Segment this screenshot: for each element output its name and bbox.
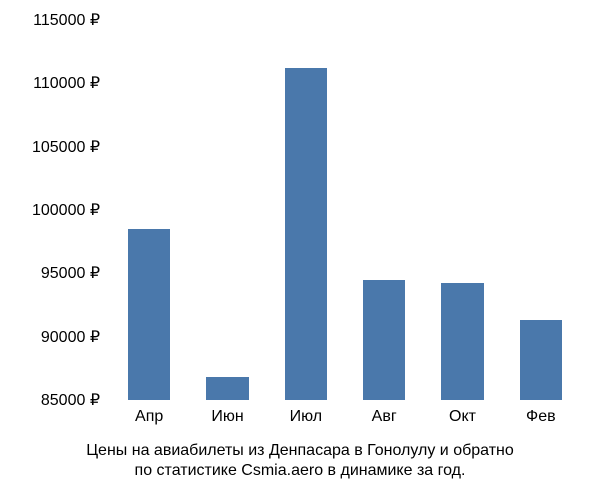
y-tick-label: 105000 ₽ — [10, 137, 100, 157]
plot-area — [110, 20, 580, 400]
bar — [285, 68, 327, 400]
y-tick-label: 100000 ₽ — [10, 200, 100, 220]
price-chart: 85000 ₽ 90000 ₽ 95000 ₽ 100000 ₽ 105000 ₽ 110… — [0, 0, 600, 500]
bar — [441, 283, 483, 400]
x-tick-label: Июн — [211, 408, 243, 426]
bar — [128, 229, 170, 400]
x-tick-label: Авг — [372, 408, 397, 426]
caption-line1: Цены на авиабилеты из Денпасара в Гонолу… — [0, 442, 600, 460]
y-tick-label: 85000 ₽ — [10, 390, 100, 410]
caption-line2: по статистике Csmia.aero в динамике за г… — [0, 462, 600, 480]
x-tick-label: Окт — [449, 408, 476, 426]
y-tick-label: 110000 ₽ — [10, 73, 100, 93]
bar — [363, 280, 405, 400]
y-tick-label: 115000 ₽ — [10, 10, 100, 30]
y-tick-label: 95000 ₽ — [10, 263, 100, 283]
x-tick-label: Фев — [526, 408, 556, 426]
bar — [206, 377, 248, 400]
x-tick-label: Июл — [290, 408, 322, 426]
bar — [520, 320, 562, 400]
x-tick-label: Апр — [135, 408, 163, 426]
y-tick-label: 90000 ₽ — [10, 327, 100, 347]
